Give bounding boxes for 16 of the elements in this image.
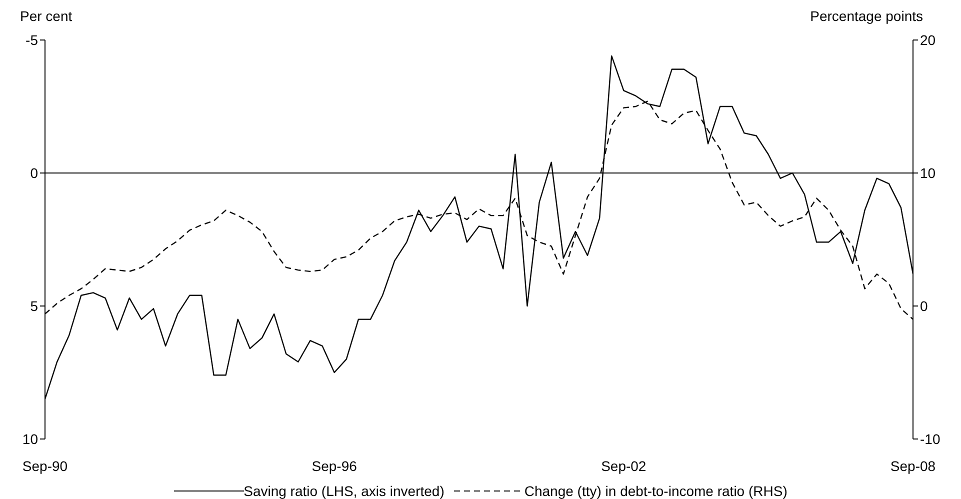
y2-axis-title: Percentage points	[810, 8, 923, 24]
y2-tick-label: -10	[920, 430, 940, 447]
x-tick-label: Sep-96	[312, 458, 358, 474]
y-tick-label: 10	[22, 430, 38, 447]
legend-label: Saving ratio (LHS, axis inverted)	[244, 483, 444, 499]
y2-tick-label: 20	[920, 32, 936, 48]
y-tick-label: 5	[30, 298, 38, 314]
x-tick-label: Sep-08	[890, 458, 936, 474]
y2-tick-label: 0	[920, 298, 928, 314]
y-tick-label: 0	[30, 164, 38, 181]
y-tick-label: -5	[26, 32, 38, 48]
y-axis-title: Per cent	[20, 8, 72, 24]
x-tick-label: Sep-02	[601, 458, 646, 474]
x-tick-label: Sep-90	[22, 458, 68, 474]
legend-label: Change (tty) in debt-to-income ratio (RHS)	[524, 483, 788, 499]
y2-tick-label: 10	[920, 164, 936, 181]
